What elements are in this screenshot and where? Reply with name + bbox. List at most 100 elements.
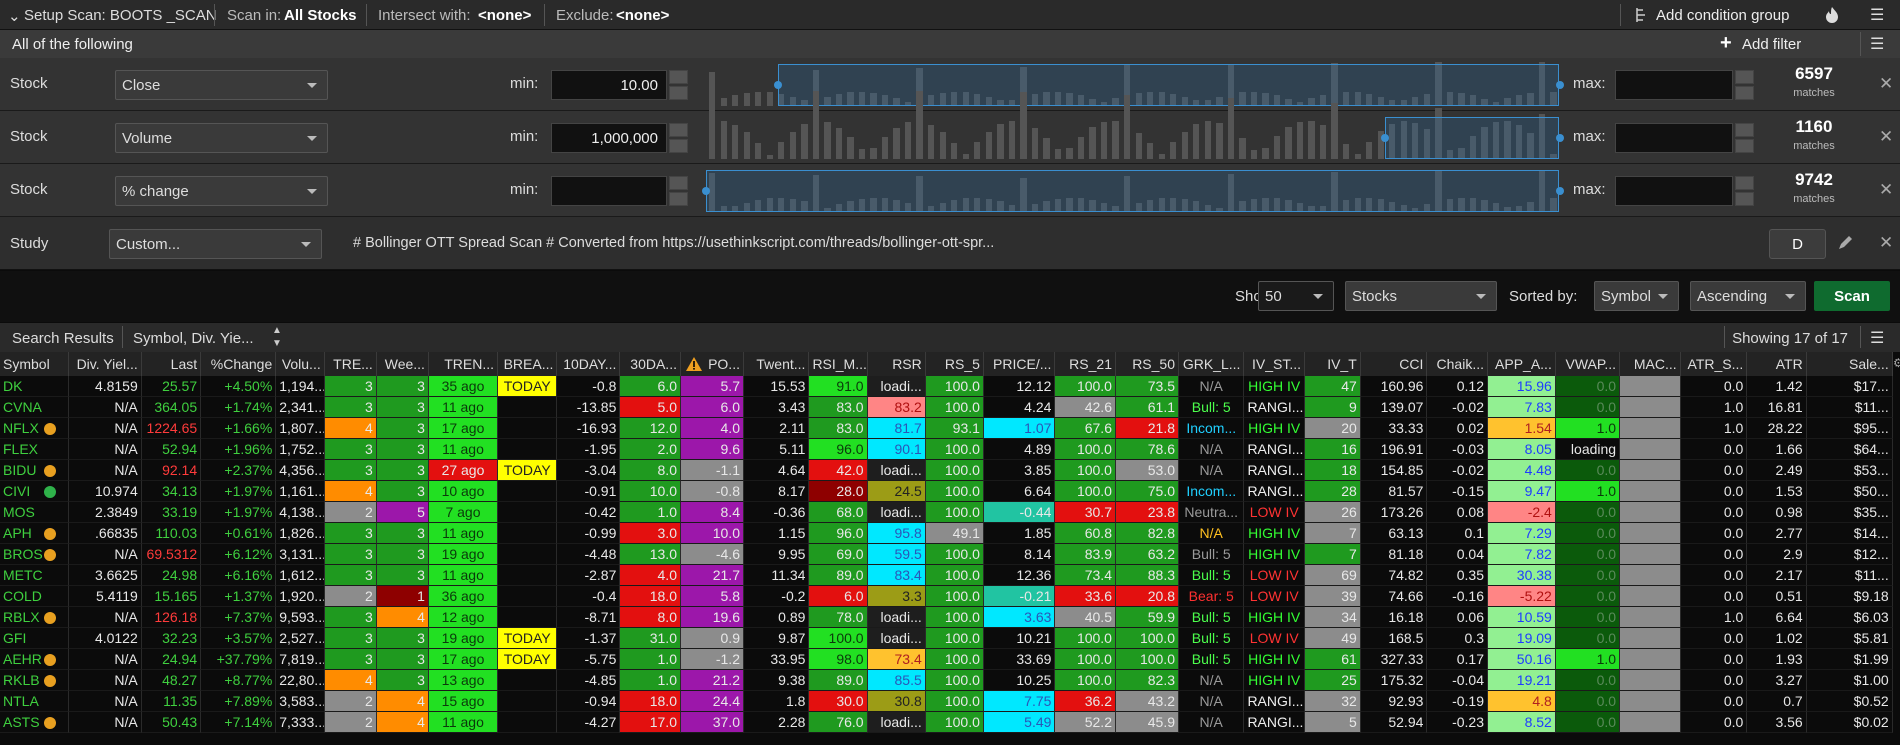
spin-up[interactable] [669,70,688,84]
edit-icon[interactable] [1836,234,1854,252]
column-header[interactable]: RS_5 [925,352,984,376]
max-input[interactable] [1615,123,1733,153]
table-cell[interactable]: FLEX [0,439,70,460]
aggregation-button[interactable]: D [1769,229,1826,259]
column-header[interactable]: Symbol [0,352,70,376]
column-header[interactable]: Sale... [1806,352,1893,376]
column-header[interactable]: PRICE/... [983,352,1056,376]
exclude[interactable]: <none> [616,7,670,24]
max-input[interactable] [1615,176,1733,206]
spin-up[interactable] [669,123,688,137]
field-dropdown[interactable]: Close [115,70,328,100]
table-cell[interactable]: NFLX [0,418,70,439]
spin-down[interactable] [669,139,688,153]
spin-down[interactable] [669,86,688,100]
menu-icon[interactable]: ☰ [1870,7,1885,24]
remove-icon[interactable]: ✕ [1879,74,1894,93]
add-filter[interactable]: Add filter [1742,36,1802,53]
max-input[interactable] [1615,70,1733,100]
table-cell[interactable]: BIDU [0,460,70,481]
range-selection[interactable] [706,170,1560,212]
column-header[interactable]: RSI_M... [809,352,868,376]
sort-order-dropdown[interactable]: Ascending [1690,281,1806,311]
min-input[interactable]: 10.00 [551,70,667,100]
min-input[interactable] [551,176,667,206]
column-header[interactable]: Chaik... [1427,352,1488,376]
remove-icon[interactable]: ✕ [1879,233,1894,252]
column-header[interactable]: TREN... [428,352,499,376]
show-dropdown[interactable]: 50 [1258,281,1334,311]
asset-dropdown[interactable]: Stocks [1345,281,1497,311]
plus-icon[interactable]: + [1720,32,1732,54]
column-header[interactable]: 30DA... [620,352,681,376]
column-header[interactable]: APP_A... [1488,352,1556,376]
column-header[interactable]: RS_21 [1055,352,1116,376]
spin-up[interactable] [669,176,688,190]
remove-icon[interactable]: ✕ [1879,127,1894,146]
study-script[interactable]: # Bollinger OTT Spread Scan # Converted … [353,235,995,251]
add-condition-group[interactable]: Add condition group [1656,7,1790,24]
column-header[interactable]: Wee... [376,352,429,376]
column-header[interactable]: Div. Yiel... [69,352,142,376]
table-cell[interactable]: RKLB [0,670,70,691]
field-dropdown[interactable]: % change [115,176,328,206]
column-header[interactable]: ATR [1747,352,1807,376]
range-selection[interactable] [777,64,1560,106]
spin-down[interactable] [1735,139,1754,153]
table-cell[interactable]: ASTS [0,712,70,733]
table-cell[interactable]: AEHR [0,649,70,670]
table-cell[interactable]: COLD [0,586,70,607]
table-cell[interactable]: GFI [0,628,70,649]
study-dropdown[interactable]: Custom... [109,229,322,259]
column-header[interactable]: MAC... [1620,352,1681,376]
range-handle[interactable] [1381,134,1389,142]
column-spinner[interactable]: ▲ ▼ [272,325,282,349]
settings-icon[interactable]: ⚙ [1893,356,1900,370]
results-tab[interactable]: Search Results [12,330,114,347]
range-selection[interactable] [1385,117,1560,159]
column-header[interactable]: IV_ST... [1244,352,1306,376]
scan-in[interactable]: All Stocks [284,7,357,24]
column-header[interactable]: RSR [867,352,926,376]
field-dropdown[interactable]: Volume [115,123,328,153]
table-cell[interactable]: BROS [0,544,70,565]
range-handle[interactable] [1555,81,1564,89]
spin-up[interactable] [1735,123,1754,137]
column-header[interactable]: TRE... [324,352,377,376]
scan-button[interactable]: Scan [1814,281,1890,311]
range-handle[interactable] [773,81,782,89]
columns-tab[interactable]: Symbol, Div. Yie... [133,330,254,347]
table-cell[interactable]: METC [0,565,70,586]
min-input[interactable]: 1,000,000 [551,123,667,153]
table-cell[interactable]: MOS [0,502,70,523]
column-header[interactable]: Twent... [744,352,810,376]
table-cell[interactable]: DK [0,376,70,397]
column-header[interactable]: VWAP... [1555,352,1621,376]
spin-up[interactable] [1735,176,1754,190]
menu-icon[interactable]: ☰ [1870,330,1885,347]
collapse-chevron[interactable]: ⌄ [8,8,21,25]
column-header[interactable]: Volu... [276,352,325,376]
table-cell[interactable]: RBLX [0,607,70,628]
table-cell[interactable]: APH [0,523,70,544]
table-cell[interactable]: CVNA [0,397,70,418]
column-header[interactable]: GRK_L... [1179,352,1245,376]
range-handle[interactable] [1555,187,1564,195]
table-cell[interactable]: NTLA [0,691,70,712]
column-header[interactable]: BREA... [498,352,558,376]
spin-up[interactable] [1735,70,1754,84]
flame-icon[interactable] [1824,5,1840,25]
spin-down[interactable] [1735,192,1754,206]
column-header[interactable]: IV_T [1305,352,1361,376]
column-header[interactable]: CCI [1360,352,1428,376]
menu-icon[interactable]: ☰ [1870,36,1885,53]
intersect[interactable]: <none> [478,7,532,24]
column-header[interactable]: 10DAY... [557,352,621,376]
spin-down[interactable] [1735,86,1754,100]
column-header[interactable]: ATR_S... [1680,352,1748,376]
spin-down[interactable] [669,192,688,206]
column-header[interactable]: %Change [201,352,277,376]
range-handle[interactable] [702,187,711,195]
column-header[interactable]: RS_50 [1116,352,1179,376]
sort-field-dropdown[interactable]: Symbol [1594,281,1679,311]
